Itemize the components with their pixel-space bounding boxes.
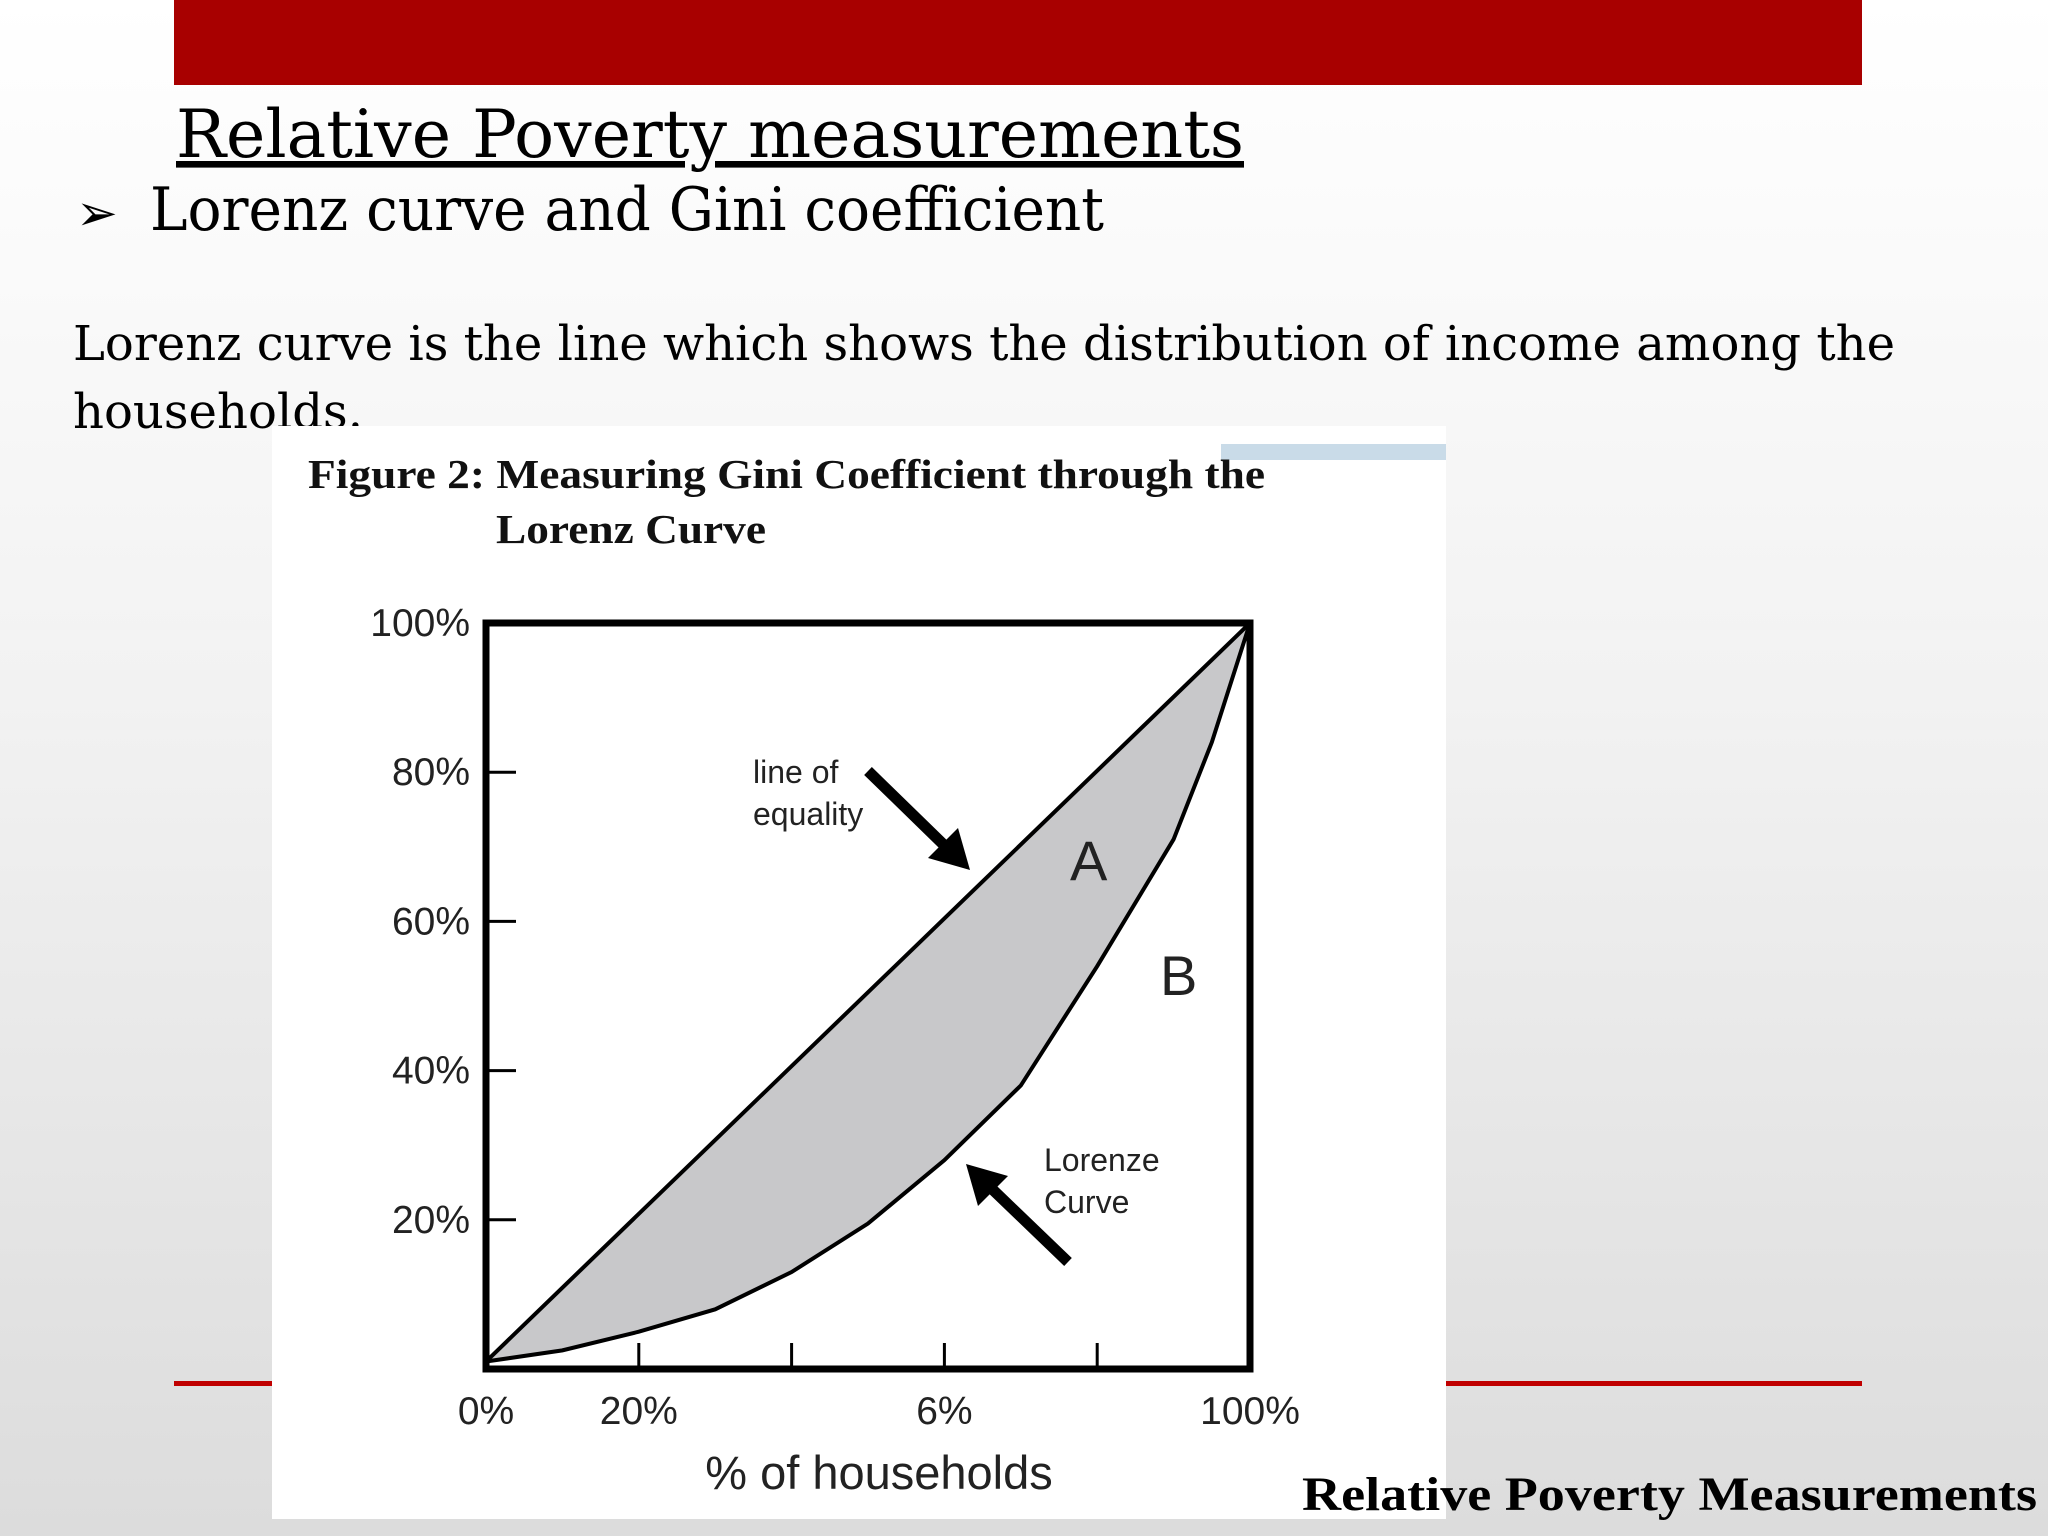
equality-line <box>484 621 1252 1363</box>
body-line: Lorenz curve is the line which shows the… <box>73 316 1895 372</box>
slide-title: Relative Poverty measurements <box>176 96 1244 173</box>
x-tick-label: 100% <box>1200 1390 1300 1433</box>
footer-text: Relative Poverty Measurements <box>1302 1468 2037 1521</box>
figure-panel <box>272 426 1446 1519</box>
figure: Figure 2: Measuring Gini Coefficient thr… <box>272 426 1446 1519</box>
arrow-head <box>966 1164 1008 1206</box>
annotation: line of <box>753 754 839 790</box>
annotation: Curve <box>1044 1184 1129 1220</box>
figure-title: Lorenz Curve <box>496 506 766 552</box>
y-tick-label: 80% <box>392 751 470 794</box>
arrow-shaft <box>864 767 950 851</box>
figure-edge <box>1221 444 1446 460</box>
annotation: B <box>1160 944 1197 1007</box>
x-tick-label: 6% <box>916 1390 972 1433</box>
x-tick-label: 20% <box>600 1390 678 1433</box>
x-tick-label: 0% <box>458 1390 514 1433</box>
arrow-shaft <box>986 1183 1072 1266</box>
y-tick-label: 20% <box>392 1199 470 1242</box>
plot: 20% 40% 60% 80% 100% 0% 20% 6% 100% <box>370 602 1300 1433</box>
y-tick-label: 60% <box>392 900 470 943</box>
y-tick-label: 40% <box>392 1050 470 1093</box>
plot-frame <box>482 619 1254 1373</box>
annotation: equality <box>753 796 863 832</box>
bullet-marker: ➢ <box>76 184 118 242</box>
annotation: A <box>1070 829 1108 892</box>
y-tick-label: 100% <box>370 602 470 645</box>
bullet-text: Lorenz curve and Gini coefficient <box>150 175 1104 245</box>
x-axis-title: % of households <box>705 1446 1053 1499</box>
header-bar <box>174 0 1862 85</box>
figure-title: Figure 2: Measuring Gini Coefficient thr… <box>308 451 1265 497</box>
arrow-head <box>928 828 970 870</box>
annotation: Lorenze <box>1044 1142 1160 1178</box>
lorenz-curve <box>485 622 1252 1364</box>
